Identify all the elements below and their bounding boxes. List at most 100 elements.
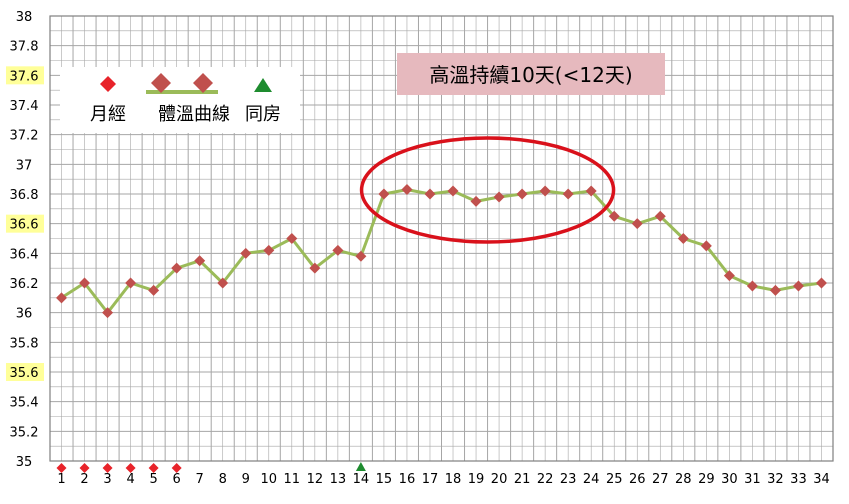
y-tick-label: 35.6 xyxy=(10,366,39,381)
x-tick-label: 28 xyxy=(675,472,692,487)
grid xyxy=(49,15,834,462)
data-point xyxy=(56,292,68,304)
x-tick-label: 32 xyxy=(767,472,784,487)
y-tick-label: 38 xyxy=(16,10,33,25)
data-point xyxy=(332,244,344,256)
data-point xyxy=(355,250,367,262)
x-tick-label: 19 xyxy=(468,472,485,487)
x-tick-label: 13 xyxy=(330,472,347,487)
legend-point-marker xyxy=(151,73,171,93)
menstruation-marker xyxy=(56,463,67,473)
data-point xyxy=(608,210,620,222)
data-point xyxy=(792,280,804,292)
series-line xyxy=(60,188,822,315)
y-tick-label: 36.4 xyxy=(10,247,39,262)
data-point xyxy=(516,188,528,200)
data-point xyxy=(815,277,827,289)
y-tick-label: 35.4 xyxy=(10,396,39,411)
y-tick-highlight xyxy=(6,363,44,381)
data-point xyxy=(217,277,229,289)
menstruation-marker xyxy=(102,463,113,473)
x-tick-label: 26 xyxy=(629,472,646,487)
x-tick-label: 29 xyxy=(698,472,715,487)
y-tick-label: 35 xyxy=(16,455,33,470)
x-tick-label: 7 xyxy=(196,472,204,487)
data-point xyxy=(700,240,712,252)
legend-menstruation-marker xyxy=(100,76,116,92)
intercourse-marker xyxy=(355,462,366,471)
x-tick-label: 34 xyxy=(813,472,830,487)
y-tick-label: 37.4 xyxy=(10,99,39,114)
y-tick-label: 37.6 xyxy=(10,69,39,84)
legend-intercourse-label: 同房 xyxy=(245,104,281,125)
menstruation-marker xyxy=(171,463,182,473)
x-tick-label: 20 xyxy=(491,472,508,487)
bottom-markers xyxy=(56,462,366,473)
legend-background xyxy=(60,67,300,133)
data-point xyxy=(79,277,91,289)
x-tick-label: 15 xyxy=(376,472,393,487)
data-point xyxy=(562,188,574,200)
x-tick-label: 23 xyxy=(560,472,577,487)
data-point xyxy=(102,307,114,319)
menstruation-marker xyxy=(125,463,136,473)
x-tick-label: 25 xyxy=(606,472,623,487)
data-point xyxy=(263,244,275,256)
x-tick-label: 12 xyxy=(307,472,324,487)
x-tick-label: 17 xyxy=(422,472,439,487)
y-tick-label: 36.2 xyxy=(10,277,39,292)
x-tick-label: 27 xyxy=(652,472,669,487)
y-tick-label: 37.8 xyxy=(10,40,39,55)
annotation-box: 高溫持續10天(<12天) xyxy=(397,53,665,95)
y-tick-label: 36 xyxy=(16,307,33,322)
x-tick-label: 5 xyxy=(149,472,157,487)
data-point xyxy=(194,255,206,267)
legend-menstruation-label: 月經 xyxy=(90,104,126,125)
data-point xyxy=(539,185,551,197)
legend-temperature-label: 體溫曲線 xyxy=(158,104,230,125)
y-tick-label: 36.8 xyxy=(10,188,39,203)
data-point xyxy=(493,191,505,203)
legend: 月經 體溫曲線 同房 xyxy=(60,67,300,133)
y-axis-ticks: 35 35.2 35.4 35.6 35.8 36 36.2 36.4 36.6 36.8 37 37… xyxy=(6,10,44,470)
data-point xyxy=(769,284,781,296)
y-tick-label: 37.2 xyxy=(10,129,39,144)
x-tick-label: 18 xyxy=(445,472,462,487)
data-point xyxy=(746,280,758,292)
series-body-temperature xyxy=(56,184,827,319)
x-tick-label: 31 xyxy=(744,472,761,487)
y-tick-label: 37 xyxy=(16,158,33,173)
x-tick-label: 33 xyxy=(790,472,807,487)
high-temperature-ellipse xyxy=(359,136,616,244)
data-point xyxy=(447,185,459,197)
data-point xyxy=(723,270,735,282)
y-tick-highlight xyxy=(6,66,44,85)
y-tick-highlight xyxy=(6,214,44,233)
x-tick-label: 3 xyxy=(103,472,111,487)
annotation-text: 高溫持續10天(<12天) xyxy=(429,63,632,87)
x-tick-label: 10 xyxy=(261,472,278,487)
data-point xyxy=(677,233,689,244)
data-point xyxy=(125,277,137,289)
legend-point-marker xyxy=(193,73,213,93)
x-tick-label: 9 xyxy=(242,472,250,487)
x-axis-ticks: 1 2 3 4 5 6 7 8 9 10 11 12 13 14 15 16 17 18 19 20 21 22 23 24 2… xyxy=(57,472,829,487)
x-tick-label: 21 xyxy=(514,472,531,487)
legend-intercourse-marker xyxy=(254,78,272,92)
data-point xyxy=(401,184,413,196)
x-tick-label: 1 xyxy=(57,472,65,487)
x-tick-label: 6 xyxy=(173,472,181,487)
x-tick-label: 8 xyxy=(219,472,227,487)
data-point xyxy=(171,262,183,274)
data-point xyxy=(470,195,482,207)
data-point xyxy=(585,185,597,197)
x-tick-label: 30 xyxy=(721,472,738,487)
menstruation-marker xyxy=(148,463,159,473)
data-point xyxy=(424,188,436,200)
data-point xyxy=(654,210,666,222)
data-point xyxy=(309,262,321,274)
annotation-background xyxy=(397,53,665,95)
data-point xyxy=(378,188,390,200)
